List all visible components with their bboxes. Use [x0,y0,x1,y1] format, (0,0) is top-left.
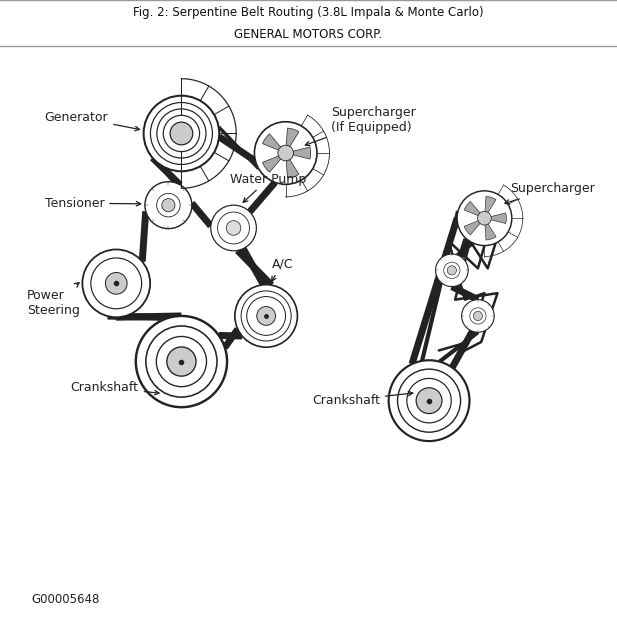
Circle shape [462,300,494,332]
Wedge shape [464,218,484,235]
Circle shape [278,145,294,161]
Circle shape [478,211,491,225]
Circle shape [146,326,217,397]
Circle shape [247,296,286,336]
Text: Water Pump: Water Pump [230,173,307,202]
Circle shape [91,258,142,309]
Text: Generator: Generator [44,111,139,131]
Circle shape [241,291,291,341]
Wedge shape [286,147,311,159]
Text: GENERAL MOTORS CORP.: GENERAL MOTORS CORP. [234,28,383,40]
Circle shape [156,336,207,387]
Circle shape [170,122,193,145]
Circle shape [444,262,460,279]
Text: G00005648: G00005648 [31,593,100,606]
Circle shape [235,284,297,347]
Circle shape [144,95,219,171]
Text: Tensioner: Tensioner [44,197,141,210]
Text: Supercharger
(If Equipped): Supercharger (If Equipped) [305,106,416,146]
Circle shape [157,109,206,158]
Circle shape [106,272,127,295]
Wedge shape [484,218,496,240]
Circle shape [457,191,512,246]
Circle shape [157,193,180,217]
Wedge shape [286,153,299,178]
Wedge shape [262,134,286,153]
Wedge shape [286,128,299,153]
Wedge shape [464,202,484,218]
Text: Supercharger: Supercharger [505,183,595,204]
Circle shape [257,307,276,325]
Circle shape [254,122,317,185]
Circle shape [397,369,460,432]
Text: Power
Steering: Power Steering [27,283,80,317]
Circle shape [145,182,192,229]
Text: Crankshaft: Crankshaft [70,381,159,395]
Circle shape [389,360,470,441]
Circle shape [226,221,241,235]
Circle shape [436,254,468,287]
Wedge shape [484,213,507,224]
Text: A/C: A/C [271,257,293,281]
Text: Fig. 2: Serpentine Belt Routing (3.8L Impala & Monte Carlo): Fig. 2: Serpentine Belt Routing (3.8L Im… [133,6,484,19]
Circle shape [83,250,150,317]
Circle shape [407,379,451,423]
Circle shape [162,198,175,212]
Wedge shape [262,153,286,172]
Circle shape [416,387,442,413]
Circle shape [470,308,486,324]
Circle shape [164,115,199,152]
Circle shape [167,347,196,376]
Text: Crankshaft: Crankshaft [312,391,413,407]
Circle shape [151,102,212,164]
Circle shape [218,212,249,244]
Circle shape [473,312,482,320]
Circle shape [211,205,257,251]
Circle shape [136,316,227,407]
Circle shape [447,266,457,275]
Wedge shape [484,197,496,218]
